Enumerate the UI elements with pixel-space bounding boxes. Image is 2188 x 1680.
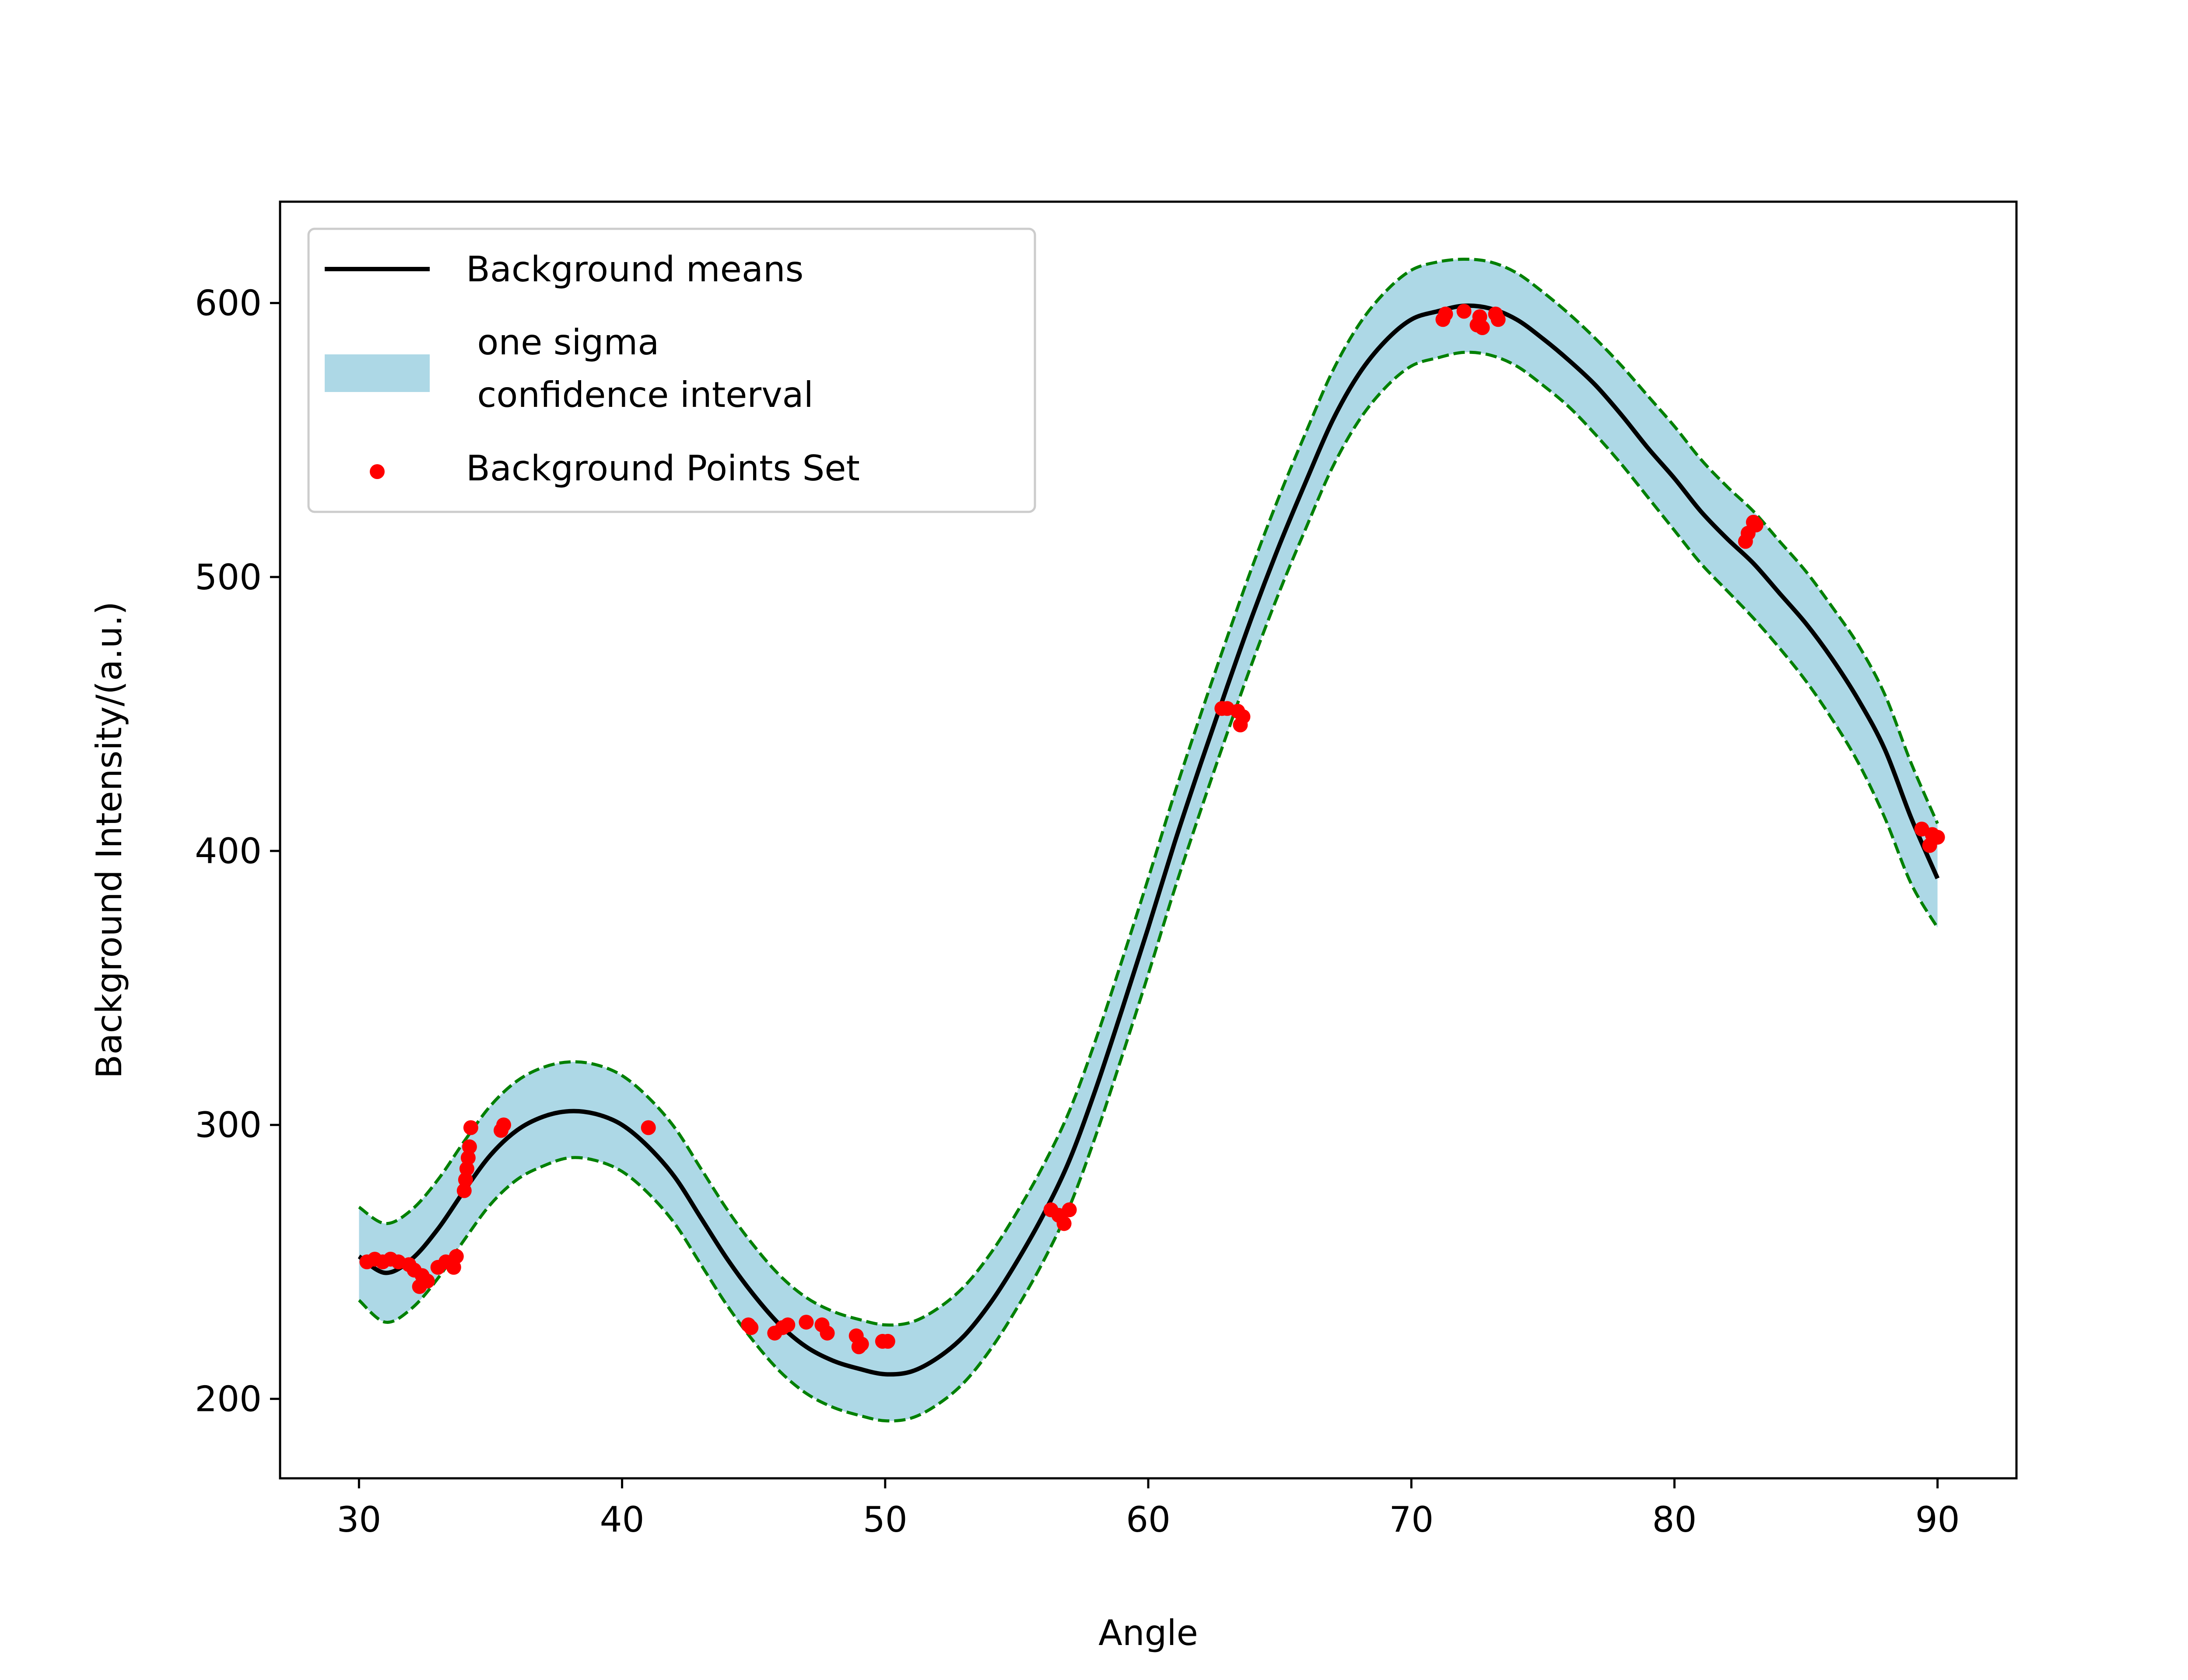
background-point [1062, 1202, 1077, 1218]
legend-band-swatch [325, 354, 430, 392]
y-tick-label: 200 [195, 1379, 262, 1419]
x-tick-label: 60 [1126, 1499, 1171, 1540]
background-point [1456, 304, 1472, 319]
background-point [496, 1117, 511, 1133]
y-tick-label: 600 [195, 283, 262, 324]
band-lower-edge [358, 350, 1939, 1423]
legend: Background means one sigma confidence in… [307, 228, 1036, 513]
legend-box [307, 228, 1036, 513]
background-point [449, 1249, 464, 1264]
legend-mean-label: Background means [466, 249, 803, 290]
background-point [1748, 517, 1764, 532]
y-tick-label: 400 [195, 831, 262, 872]
background-point [1235, 709, 1251, 724]
x-axis-label: Angle [1098, 1613, 1198, 1653]
background-point [420, 1274, 435, 1289]
x-tick-label: 90 [1915, 1499, 1960, 1540]
y-tick-label: 500 [195, 557, 262, 598]
background-point [641, 1120, 656, 1135]
y-axis-label: Background Intensity/(a.u.) [89, 602, 130, 1079]
background-point [743, 1320, 759, 1335]
band-upper-edge [358, 257, 1939, 1327]
axes: 30 40 50 60 70 80 90 200 300 400 500 600 [195, 200, 2018, 1540]
background-point [1475, 320, 1490, 335]
legend-points-label: Background Points Set [466, 448, 860, 489]
background-point [854, 1337, 869, 1352]
plot-content [358, 257, 1945, 1423]
background-point [1490, 312, 1506, 327]
plot-area [358, 257, 1945, 1423]
x-tick-label: 40 [600, 1499, 645, 1540]
background-point [458, 1172, 473, 1187]
background-point [1930, 830, 1945, 845]
background-point [820, 1326, 835, 1341]
x-tick-label: 70 [1389, 1499, 1434, 1540]
background-point [463, 1120, 478, 1135]
y-tick-label: 300 [195, 1105, 262, 1145]
legend-band-label: one sigma confidence interval [466, 322, 813, 415]
background-point [1438, 306, 1453, 322]
background-point [780, 1317, 796, 1333]
background-point [462, 1139, 477, 1155]
background-point [459, 1161, 474, 1176]
background-point [1056, 1216, 1072, 1231]
x-tick-label: 30 [337, 1499, 381, 1540]
mean-line [358, 303, 1940, 1377]
background-point [880, 1334, 895, 1349]
background-point [456, 1183, 472, 1198]
legend-band-label-line: one sigma [466, 322, 659, 363]
x-tick-label: 80 [1652, 1499, 1697, 1540]
background-point [460, 1150, 476, 1166]
legend-points-swatch [370, 464, 385, 479]
x-tick-label: 50 [863, 1499, 908, 1540]
legend-band-label-line: confidence interval [466, 374, 813, 415]
background-point [799, 1315, 814, 1330]
